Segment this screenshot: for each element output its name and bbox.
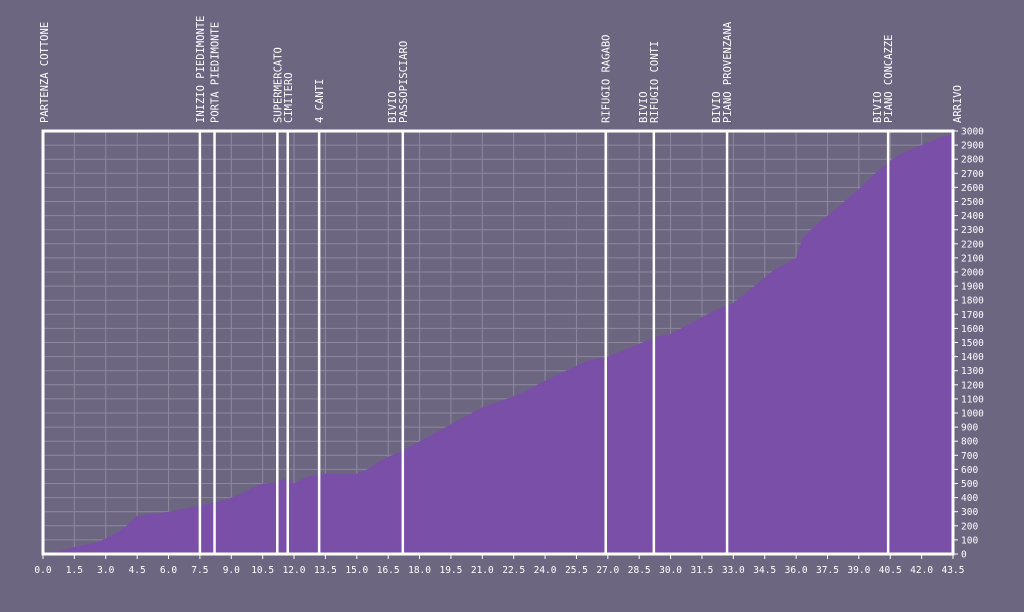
- waypoint-label-4-0: CIMITERO: [283, 72, 295, 123]
- waypoint-label-11-0: ARRIVO: [952, 85, 964, 123]
- y-tick-label-27: 2700: [961, 169, 984, 180]
- x-tick-label-18: 27.0: [596, 565, 619, 576]
- y-tick-label-4: 400: [961, 493, 978, 504]
- waypoint-label-3-0: SUPERMERCATO: [272, 47, 284, 123]
- x-tick-label-8: 12.0: [283, 565, 306, 576]
- waypoint-markers: PARTENZA COTTONE INIZIO PIEDIMONTE PORTA P…: [39, 16, 964, 554]
- x-tick-label-13: 19.5: [439, 565, 462, 576]
- x-tick-label-21: 31.5: [691, 565, 714, 576]
- y-tick-label-13: 1300: [961, 366, 984, 377]
- x-tick-label-12: 18.0: [408, 565, 431, 576]
- x-tick-label-20: 30.0: [659, 565, 682, 576]
- y-tick-label-19: 1900: [961, 282, 984, 293]
- waypoint-label-8-0: BIVIO: [638, 91, 650, 123]
- y-tick-label-26: 2600: [961, 183, 984, 194]
- x-tick-label-2: 3.0: [97, 565, 114, 576]
- waypoint-label-10-0: BIVIO: [872, 91, 884, 123]
- y-tick-label-30: 3000: [961, 127, 984, 138]
- waypoint-label-2-0: PORTA PIEDIMONTE: [210, 22, 222, 123]
- x-tick-label-15: 22.5: [502, 565, 525, 576]
- y-tick-label-29: 2900: [961, 141, 984, 152]
- x-tick-label-1: 1.5: [66, 565, 83, 576]
- x-axis-ticks: 0.0 1.5 3.0 4.5 6.0 7.5 9.0 10.5 12.0 13.5 15.0 16.…: [34, 554, 964, 576]
- waypoint-label-8-1: RIFUGIO CONTI: [649, 41, 661, 123]
- elevation-area-0: [43, 133, 953, 554]
- x-tick-label-5: 7.5: [191, 565, 208, 576]
- y-tick-label-23: 2300: [961, 225, 984, 236]
- y-tick-label-6: 600: [961, 465, 978, 476]
- y-tick-label-16: 1600: [961, 324, 984, 335]
- x-tick-label-4: 6.0: [160, 565, 177, 576]
- y-tick-label-17: 1700: [961, 310, 984, 321]
- waypoint-label-7-0: RIFUGIO RAGABO: [601, 34, 613, 123]
- x-tick-label-11: 16.5: [377, 565, 400, 576]
- x-tick-label-9: 13.5: [314, 565, 337, 576]
- y-tick-label-22: 2200: [961, 239, 984, 250]
- x-tick-label-14: 21.0: [471, 565, 494, 576]
- y-tick-label-2: 200: [961, 521, 978, 532]
- x-tick-label-27: 40.5: [879, 565, 902, 576]
- x-tick-label-28: 42.0: [910, 565, 933, 576]
- x-tick-label-17: 25.5: [565, 565, 588, 576]
- y-tick-label-3: 300: [961, 507, 978, 518]
- elevation-area-group: [43, 133, 953, 554]
- y-tick-label-5: 500: [961, 479, 978, 490]
- y-tick-label-1: 100: [961, 535, 978, 546]
- x-tick-label-25: 37.5: [816, 565, 839, 576]
- waypoint-label-9-1: PIANO PROVENZANA: [722, 21, 734, 123]
- y-tick-label-9: 900: [961, 423, 978, 434]
- y-tick-label-25: 2500: [961, 197, 984, 208]
- x-tick-label-0: 0.0: [34, 565, 51, 576]
- x-tick-label-3: 4.5: [129, 565, 146, 576]
- x-tick-label-10: 15.0: [345, 565, 368, 576]
- y-tick-label-11: 1100: [961, 394, 984, 405]
- waypoint-label-5-0: 4 CANTI: [314, 79, 326, 123]
- y-tick-label-8: 800: [961, 437, 978, 448]
- y-tick-label-10: 1000: [961, 409, 984, 420]
- x-tick-label-7: 10.5: [251, 565, 274, 576]
- x-tick-label-29: 43.5: [942, 565, 965, 576]
- x-tick-label-16: 24.0: [534, 565, 557, 576]
- waypoint-label-6-1: PASSOPISCIARO: [398, 41, 410, 123]
- x-tick-label-6: 9.0: [223, 565, 240, 576]
- y-tick-label-18: 1800: [961, 296, 984, 307]
- y-tick-label-21: 2100: [961, 253, 984, 264]
- y-tick-label-15: 1500: [961, 338, 984, 349]
- y-tick-label-20: 2000: [961, 268, 984, 279]
- x-tick-label-23: 34.5: [753, 565, 776, 576]
- y-axis-ticks: 0 100 200 300 400 500 600 700 800 900 1000 1100 1200…: [953, 127, 984, 561]
- y-tick-label-0: 0: [961, 550, 967, 561]
- x-tick-label-22: 33.0: [722, 565, 745, 576]
- y-tick-label-7: 700: [961, 451, 978, 462]
- y-tick-label-28: 2800: [961, 155, 984, 166]
- waypoint-label-0-0: PARTENZA COTTONE: [39, 22, 51, 123]
- waypoint-label-6-0: BIVIO: [387, 91, 399, 123]
- y-tick-label-14: 1400: [961, 352, 984, 363]
- y-tick-label-24: 2400: [961, 211, 984, 222]
- waypoint-label-1-0: INIZIO PIEDIMONTE: [195, 16, 207, 123]
- x-tick-label-19: 28.5: [628, 565, 651, 576]
- x-tick-label-24: 36.0: [785, 565, 808, 576]
- y-tick-label-12: 1200: [961, 380, 984, 391]
- waypoint-label-9-0: BIVIO: [711, 91, 723, 123]
- waypoint-label-10-1: PIANO CONCAZZE: [883, 34, 895, 123]
- x-tick-label-26: 39.0: [847, 565, 870, 576]
